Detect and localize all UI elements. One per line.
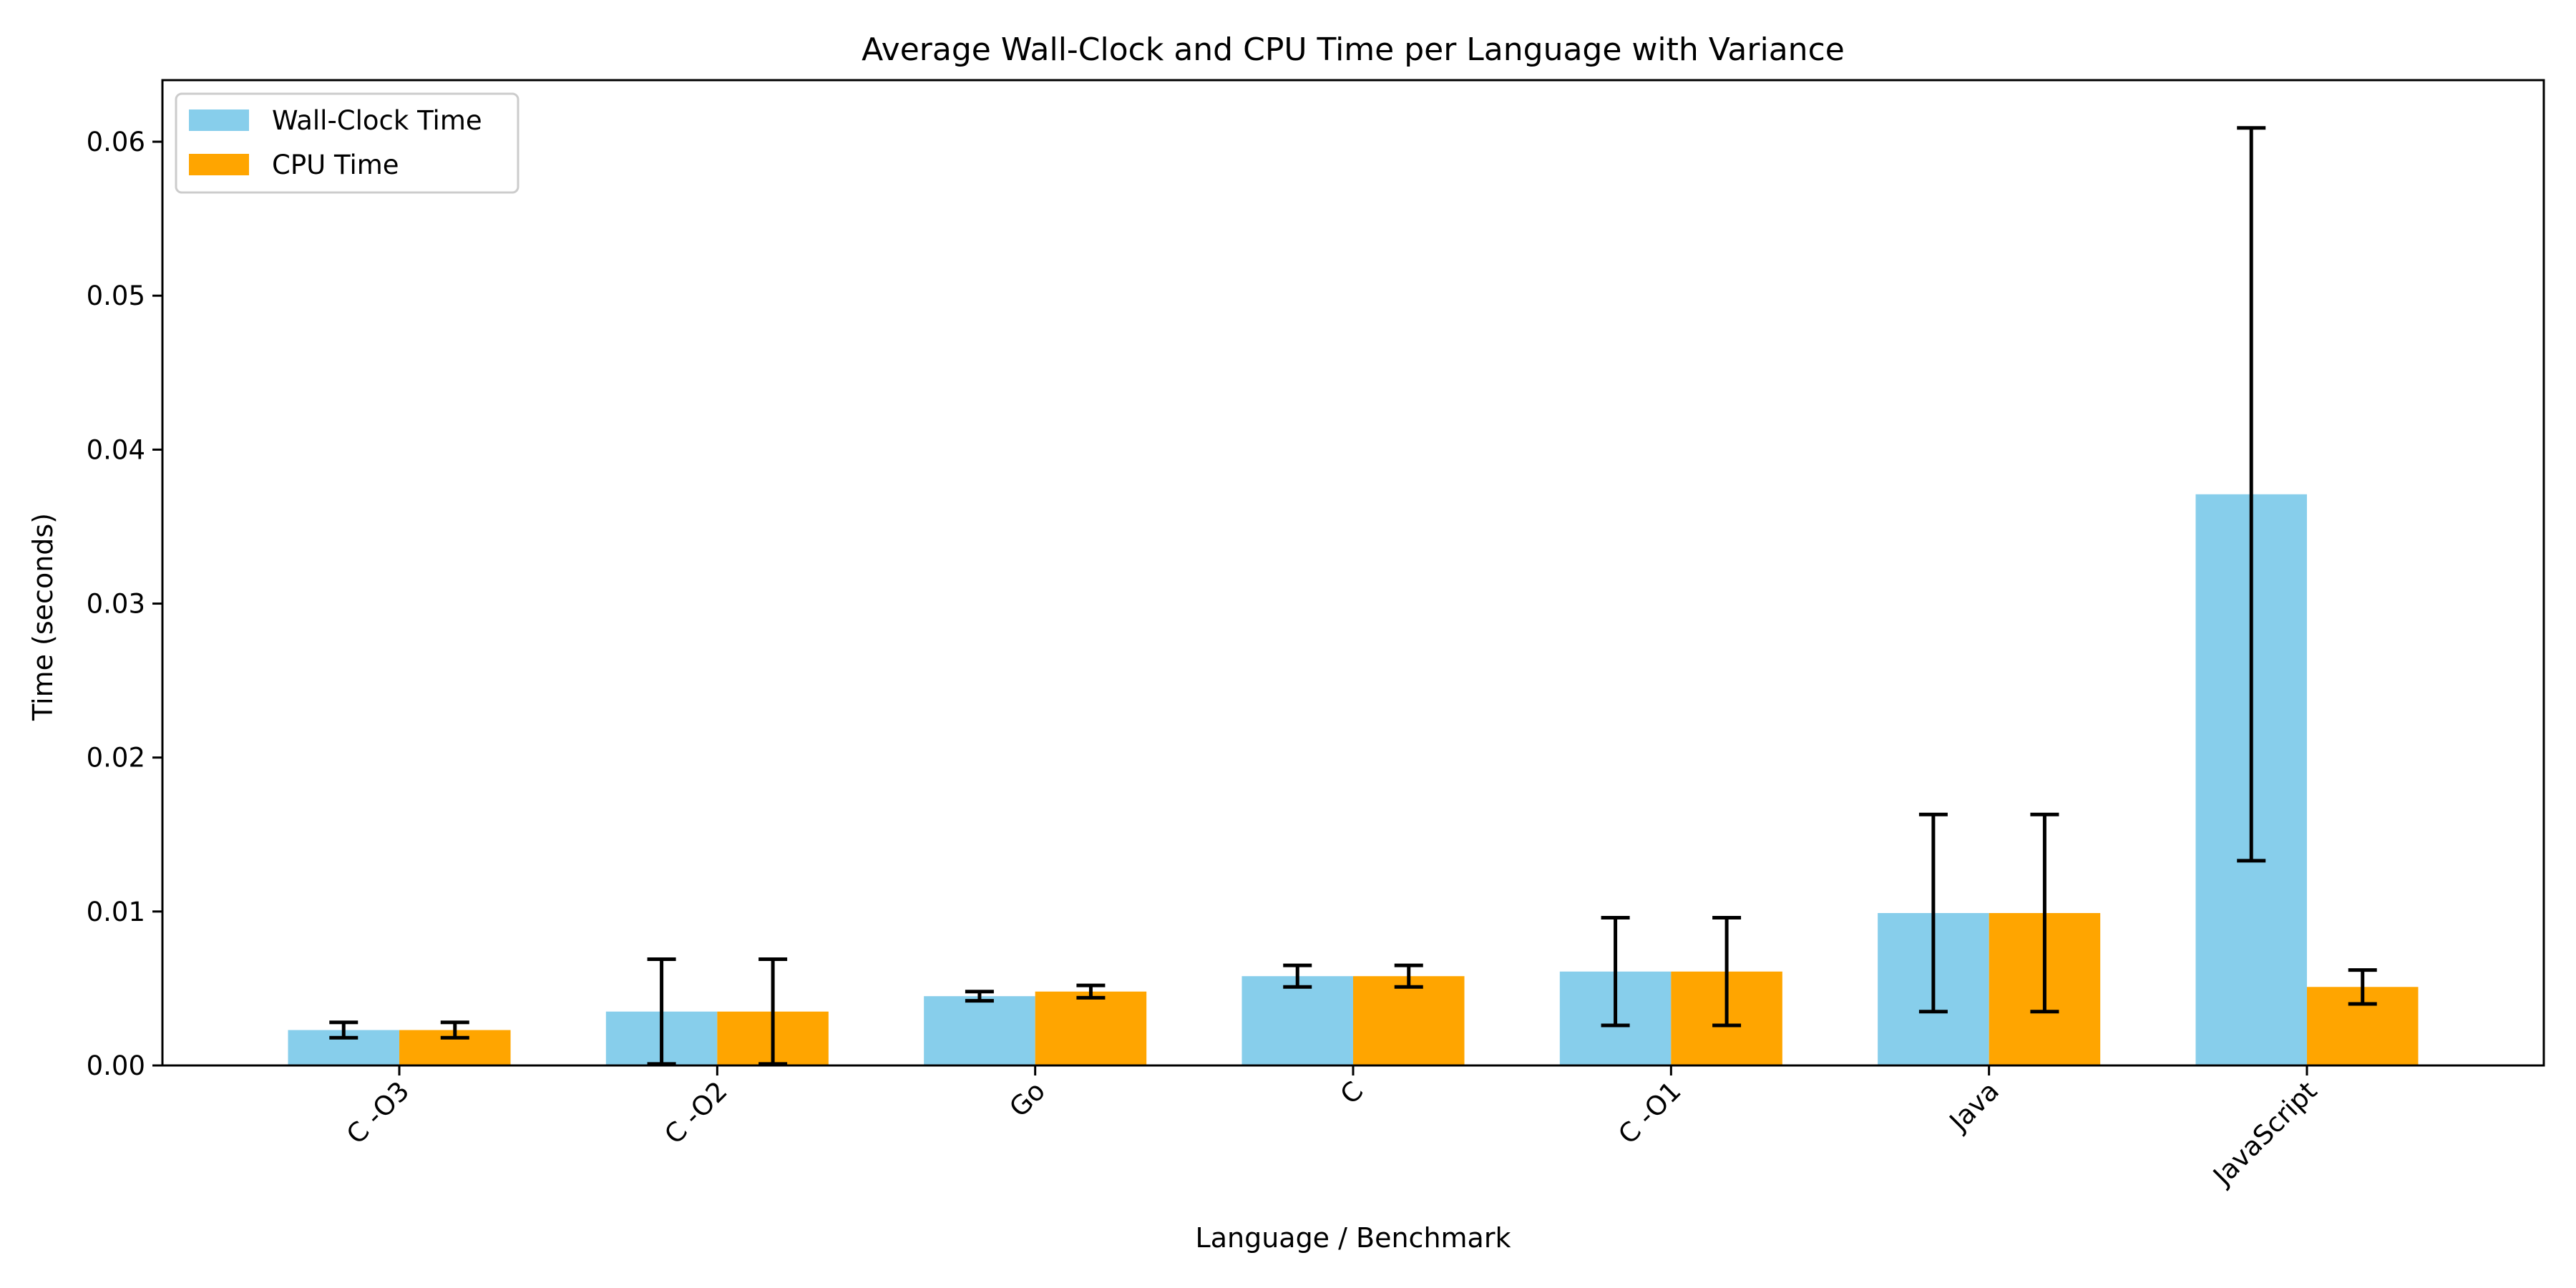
error-bar [758, 957, 788, 1066]
y-tick-label: 0.01 [87, 897, 145, 927]
bar-cpu-3 [1353, 976, 1465, 1065]
x-tick-label: C -O3 [341, 1075, 415, 1150]
x-tick-label: Go [1003, 1075, 1051, 1123]
y-tick-label: 0.05 [87, 280, 145, 311]
x-tick-label: C -O2 [658, 1075, 733, 1150]
error-bar [965, 990, 994, 1003]
legend-swatch [189, 109, 249, 131]
plot-frame [161, 79, 2545, 1067]
error-bar [2348, 968, 2377, 1006]
legend: Wall-Clock Time CPU Time [175, 92, 519, 194]
error-bar [1712, 915, 1742, 1028]
error-bar [440, 1020, 469, 1040]
x-tick-label: JavaScript [2206, 1075, 2323, 1192]
legend-label: Wall-Clock Time [272, 105, 482, 136]
y-tick-label: 0.04 [87, 434, 145, 465]
bar-cpu-2 [1035, 991, 1147, 1065]
legend-box [175, 92, 519, 194]
error-bar [2030, 812, 2059, 1014]
error-bar [2237, 126, 2266, 863]
plot-area: 0.00 0.01 0.02 0.03 0.04 0.05 0.06 C -O3 C -O2 Go… [87, 126, 2419, 1192]
error-bar [329, 1020, 358, 1040]
y-tick-label: 0.03 [87, 589, 145, 620]
error-bar [647, 957, 676, 1066]
x-tick-label: Java [1943, 1075, 2005, 1138]
chart-title: Average Wall-Clock and CPU Time per Lang… [862, 31, 1845, 68]
x-axis-label: Language / Benchmark [1196, 1222, 1511, 1254]
x-tick-label: C [1335, 1075, 1370, 1111]
y-tick-label: 0.00 [87, 1050, 145, 1081]
y-tick-label: 0.02 [87, 743, 145, 774]
error-bar [1394, 963, 1423, 989]
bar-wall-clock-2 [924, 996, 1035, 1065]
bar-wall-clock-3 [1241, 976, 1353, 1065]
error-bar [1076, 983, 1106, 1000]
y-axis-label: Time (seconds) [27, 513, 59, 721]
error-bar [1918, 812, 1948, 1014]
x-tick-label: C -O1 [1612, 1075, 1687, 1150]
legend-label: CPU Time [272, 150, 399, 180]
legend-swatch [189, 154, 249, 175]
y-tick-label: 0.06 [87, 127, 145, 157]
error-bar [1601, 915, 1630, 1028]
error-bar [1283, 963, 1312, 989]
